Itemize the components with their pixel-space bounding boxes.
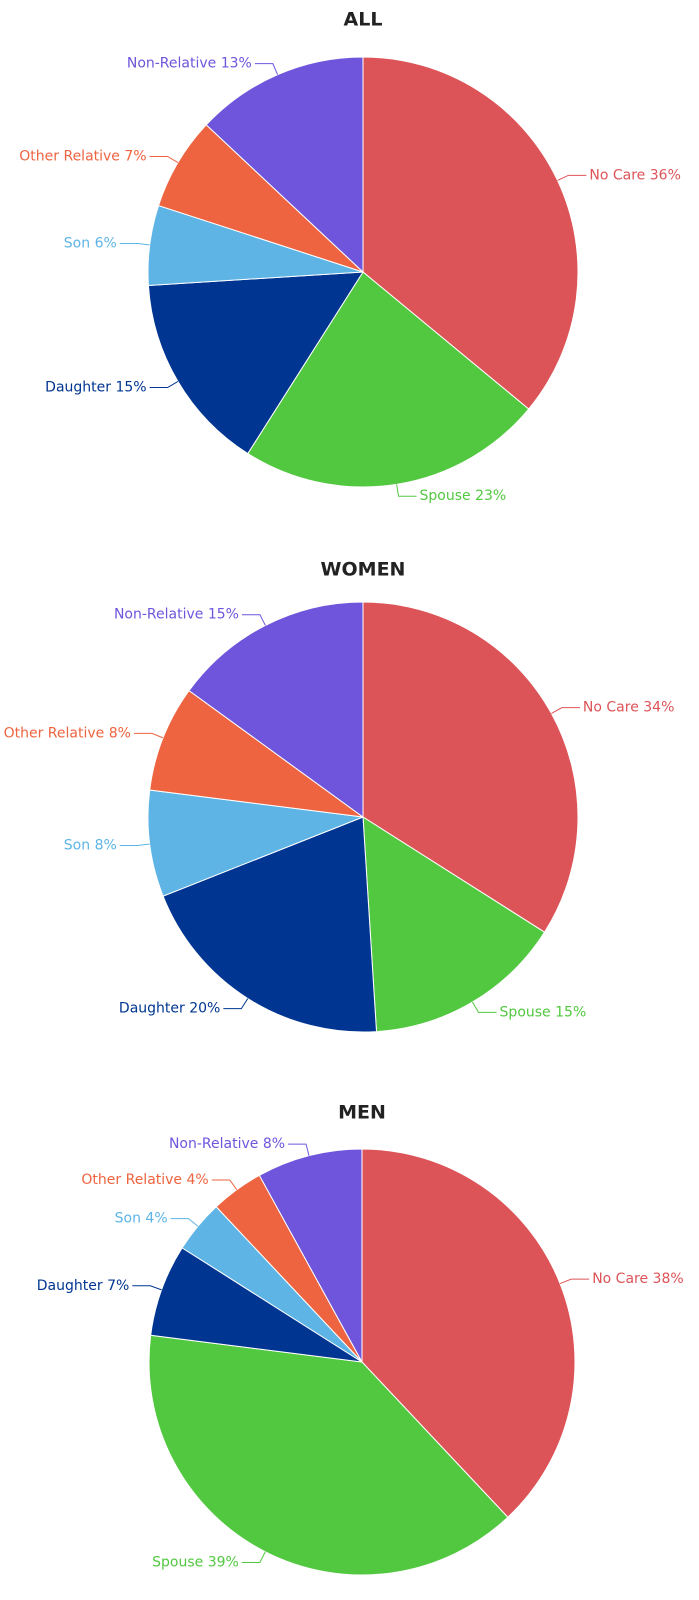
slice-category: Son xyxy=(64,837,90,853)
leader-line xyxy=(241,614,266,626)
leader-line xyxy=(133,732,164,739)
leader-line xyxy=(254,63,279,75)
slice-label: No Care 38% xyxy=(592,1271,683,1287)
slice-value-label: 38% xyxy=(653,1271,684,1287)
leader-line xyxy=(132,1285,162,1291)
slice-label: Spouse 39% xyxy=(152,1554,239,1570)
slice-label: Daughter 20% xyxy=(119,1001,220,1017)
pie-slice xyxy=(188,601,364,818)
leader-line xyxy=(557,174,587,181)
slice-label: Other Relative 7% xyxy=(19,148,146,164)
slice-category: Son xyxy=(64,236,90,252)
leader-line xyxy=(396,484,417,497)
slice-category: Son xyxy=(115,1211,141,1227)
slice-label: Other Relative 4% xyxy=(81,1172,208,1188)
slice-label: No Care 36% xyxy=(589,167,680,183)
pie-slice xyxy=(205,56,364,274)
slice-category: Daughter xyxy=(119,1001,185,1017)
slice-label: Spouse 15% xyxy=(500,1004,587,1020)
slice-category: Daughter xyxy=(45,380,111,396)
pie-slice xyxy=(362,56,579,410)
leader-line xyxy=(559,1278,590,1285)
leader-line xyxy=(149,155,179,163)
slice-value-label: 8% xyxy=(95,837,117,853)
leader-line xyxy=(170,1218,199,1227)
slice-label: Non-Relative 8% xyxy=(169,1136,285,1152)
leader-line xyxy=(288,1143,310,1156)
slice-value-label: 7% xyxy=(107,1278,129,1294)
slice-category: Spouse xyxy=(420,488,471,504)
slice-value-label: 7% xyxy=(124,148,146,164)
leader-line xyxy=(223,998,249,1010)
slice-label: Son 6% xyxy=(64,236,117,252)
pie-slice xyxy=(147,789,364,897)
slice-value-label: 8% xyxy=(263,1136,285,1152)
slice-category: Other Relative xyxy=(81,1172,182,1188)
slice-category: No Care xyxy=(583,700,639,716)
slice-label: Daughter 15% xyxy=(45,380,146,396)
slice-label: No Care 34% xyxy=(583,700,674,716)
leader-line xyxy=(119,243,150,246)
slice-category: Spouse xyxy=(152,1554,203,1570)
slice-value-label: 13% xyxy=(221,56,252,72)
slice-value-label: 15% xyxy=(208,607,239,623)
slice-category: Spouse xyxy=(500,1004,551,1020)
leader-line xyxy=(149,381,179,389)
slice-value-label: 15% xyxy=(115,380,146,396)
slice-value-label: 8% xyxy=(109,725,131,741)
slice-label: Son 4% xyxy=(115,1211,168,1227)
slice-value-label: 6% xyxy=(95,236,117,252)
chart-title: ALL xyxy=(344,9,383,31)
slice-category: No Care xyxy=(592,1271,648,1287)
chart-title: WOMEN xyxy=(321,559,406,581)
slice-label: Daughter 7% xyxy=(37,1278,130,1294)
chart-title: MEN xyxy=(338,1102,386,1124)
slice-category: Daughter xyxy=(37,1278,103,1294)
slice-value-label: 36% xyxy=(650,167,681,183)
slice-label: Spouse 23% xyxy=(420,488,507,504)
pie-slice xyxy=(149,689,364,818)
slice-value-label: 23% xyxy=(475,488,506,504)
leader-line xyxy=(241,1551,266,1563)
pie-slice xyxy=(147,271,364,455)
slice-value-label: 20% xyxy=(189,1001,220,1017)
slice-label: Son 8% xyxy=(64,837,117,853)
slice-category: Non-Relative xyxy=(114,607,203,623)
slice-category: Non-Relative xyxy=(127,56,216,72)
slice-value-label: 39% xyxy=(208,1554,239,1570)
pie-slice xyxy=(258,1148,363,1363)
pie-slice xyxy=(162,816,378,1033)
leader-line xyxy=(119,843,150,846)
slice-category: Non-Relative xyxy=(169,1136,258,1152)
slice-value-label: 4% xyxy=(145,1211,167,1227)
slice-label: Other Relative 8% xyxy=(4,725,131,741)
leader-line xyxy=(472,1001,497,1013)
pie-slice xyxy=(362,816,546,1033)
slice-category: Other Relative xyxy=(4,725,105,741)
leader-line xyxy=(551,707,580,714)
slice-value-label: 4% xyxy=(187,1172,209,1188)
slice-category: Other Relative xyxy=(19,148,120,164)
leader-line xyxy=(211,1179,238,1190)
slice-value-label: 15% xyxy=(555,1004,586,1020)
slice-category: No Care xyxy=(589,167,645,183)
slice-label: Non-Relative 13% xyxy=(127,56,252,72)
pie-slice xyxy=(148,1334,509,1576)
slice-label: Non-Relative 15% xyxy=(114,607,239,623)
slice-value-label: 34% xyxy=(643,700,674,716)
